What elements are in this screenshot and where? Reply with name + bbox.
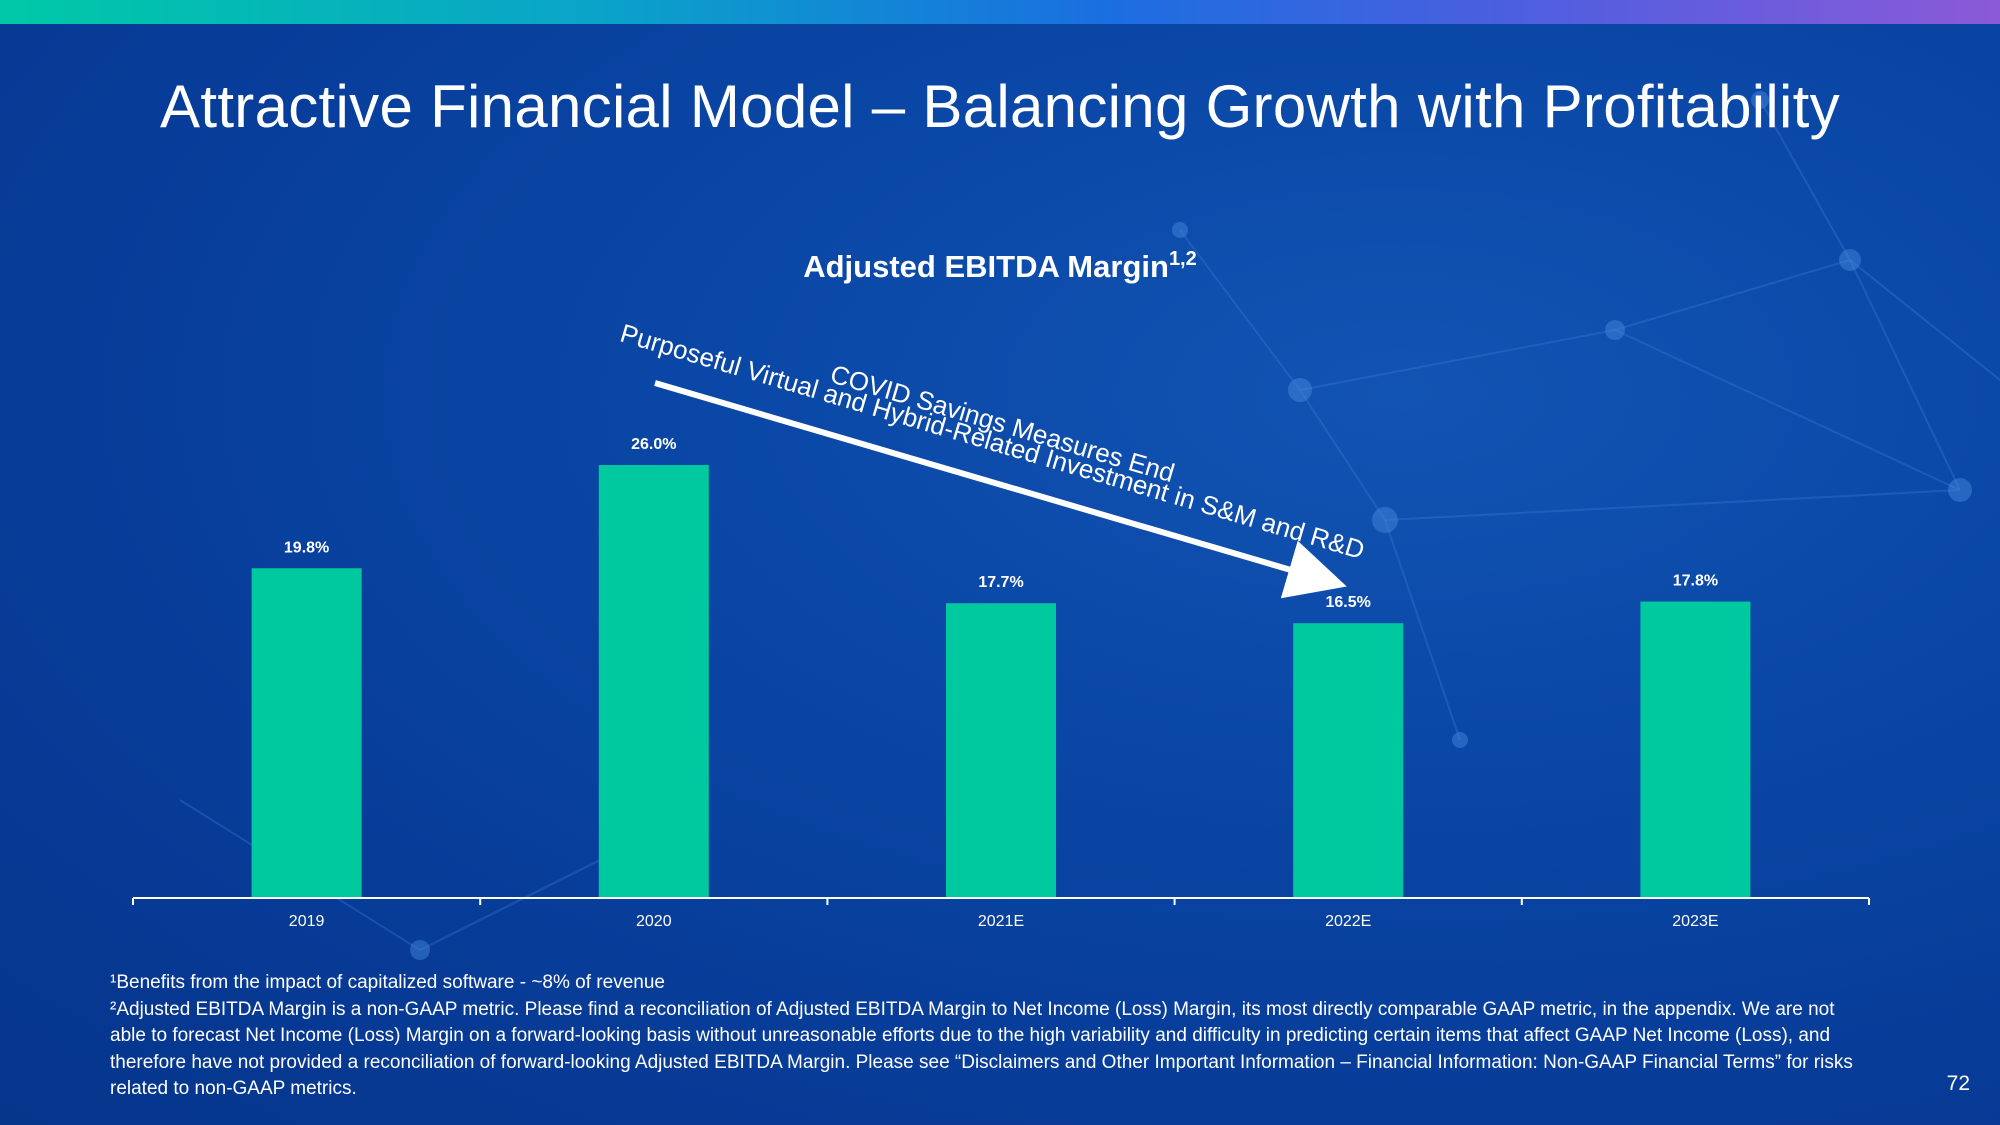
bar-2020 <box>598 465 709 898</box>
bar-2021E <box>946 603 1056 898</box>
footnote-2: ²Adjusted EBITDA Margin is a non-GAAP me… <box>110 998 1853 1100</box>
slide-title: Attractive Financial Model – Balancing G… <box>160 73 1840 140</box>
data-labels-group: 19.8% 26.0% 17.7% 16.5% 17.8% <box>284 436 1718 611</box>
data-label-2020: 26.0% <box>631 436 676 453</box>
data-label-2022E: 16.5% <box>1326 594 1371 611</box>
tick-label-2021E: 2021E <box>978 913 1024 930</box>
annotation-purposeful-investment: Purposeful Virtual and Hybrid-Related In… <box>617 318 1368 565</box>
chart-title: Adjusted EBITDA Margin1,2 <box>803 248 1197 284</box>
footnote-1: ¹Benefits from the impact of capitalized… <box>110 972 665 993</box>
x-axis: 2019 2020 2021E 2022E 2023E <box>132 897 1870 930</box>
data-label-2023E: 17.8% <box>1673 573 1718 590</box>
tick-label-2022E: 2022E <box>1325 913 1371 930</box>
bars-group <box>251 465 1751 898</box>
chart-title-superscript: 1,2 <box>1169 248 1197 270</box>
footnotes: ¹Benefits from the impact of capitalized… <box>110 970 1870 1103</box>
tick-label-2019: 2019 <box>289 913 325 930</box>
page-number: 72 <box>1946 1072 1970 1095</box>
bar-2022E <box>1293 623 1404 898</box>
bar-2023E <box>1640 601 1751 898</box>
tick-label-2023E: 2023E <box>1672 913 1718 930</box>
data-label-2021E: 17.7% <box>978 574 1023 591</box>
chart-title-text: Adjusted EBITDA Margin <box>803 249 1169 284</box>
bar-2019 <box>251 568 362 898</box>
trend-arrow <box>654 380 1347 599</box>
top-gradient-bar <box>0 0 2000 24</box>
tick-label-2020: 2020 <box>636 913 672 930</box>
data-label-2019: 19.8% <box>284 539 329 556</box>
